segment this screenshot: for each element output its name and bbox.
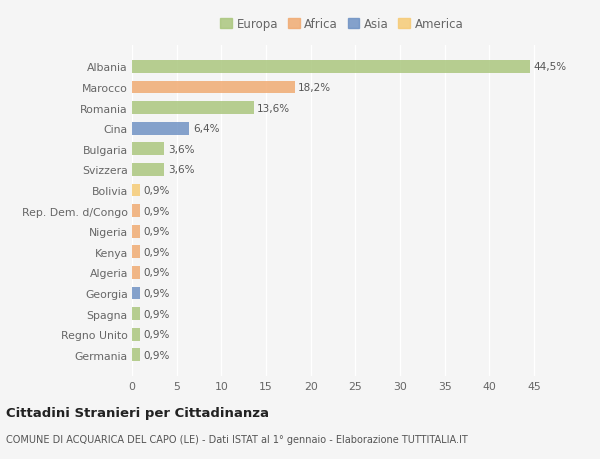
Legend: Europa, Africa, Asia, America: Europa, Africa, Asia, America xyxy=(218,16,466,34)
Text: 0,9%: 0,9% xyxy=(143,247,170,257)
Text: 6,4%: 6,4% xyxy=(193,124,219,134)
Text: 44,5%: 44,5% xyxy=(533,62,566,72)
Text: 3,6%: 3,6% xyxy=(168,145,194,155)
Bar xyxy=(132,246,140,258)
Bar xyxy=(132,123,189,135)
Text: 0,9%: 0,9% xyxy=(143,268,170,278)
Bar xyxy=(132,308,140,320)
Bar xyxy=(132,61,530,73)
Text: 0,9%: 0,9% xyxy=(143,288,170,298)
Text: 0,9%: 0,9% xyxy=(143,330,170,339)
Text: 0,9%: 0,9% xyxy=(143,227,170,237)
Bar xyxy=(132,184,140,197)
Bar xyxy=(132,328,140,341)
Bar xyxy=(132,143,164,156)
Bar xyxy=(132,102,254,115)
Bar xyxy=(132,164,164,176)
Text: 0,9%: 0,9% xyxy=(143,350,170,360)
Text: 18,2%: 18,2% xyxy=(298,83,331,93)
Text: 0,9%: 0,9% xyxy=(143,309,170,319)
Bar xyxy=(132,287,140,300)
Bar xyxy=(132,266,140,279)
Bar xyxy=(132,205,140,218)
Text: 13,6%: 13,6% xyxy=(257,103,290,113)
Bar xyxy=(132,225,140,238)
Bar xyxy=(132,81,295,94)
Bar xyxy=(132,349,140,361)
Text: 3,6%: 3,6% xyxy=(168,165,194,175)
Text: 0,9%: 0,9% xyxy=(143,185,170,196)
Text: 0,9%: 0,9% xyxy=(143,206,170,216)
Text: COMUNE DI ACQUARICA DEL CAPO (LE) - Dati ISTAT al 1° gennaio - Elaborazione TUTT: COMUNE DI ACQUARICA DEL CAPO (LE) - Dati… xyxy=(6,434,468,444)
Text: Cittadini Stranieri per Cittadinanza: Cittadini Stranieri per Cittadinanza xyxy=(6,406,269,419)
